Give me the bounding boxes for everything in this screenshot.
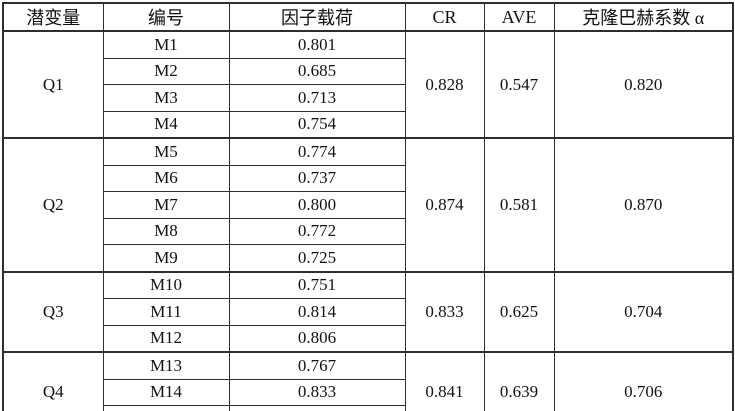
cronbach-alpha-cell: 0.706 xyxy=(553,351,734,411)
latent-variable-cell: Q4 xyxy=(2,351,104,411)
item-id-cell: M8 xyxy=(102,217,230,245)
item-id-cell: M15 xyxy=(102,405,230,411)
factor-loading-cell: 0.774 xyxy=(228,137,406,166)
cronbach-alpha-cell: 0.704 xyxy=(553,270,734,353)
ave-cell: 0.547 xyxy=(483,30,555,139)
table-row: M15 0.797 xyxy=(3,405,733,411)
item-id-cell: M12 xyxy=(102,324,230,353)
table-row: Q3 M10 0.751 0.833 0.625 0.704 xyxy=(2,270,734,353)
ave-cell: 0.625 xyxy=(483,270,555,353)
ave-cell: 0.581 xyxy=(483,137,555,272)
table-row: M8 0.772 xyxy=(3,217,733,245)
table-row: Q4 M13 0.767 0.841 0.639 0.706 xyxy=(2,351,734,411)
factor-loading-cell: 0.806 xyxy=(228,324,406,353)
header-cell-cronbach-alpha: 克隆巴赫系数 α xyxy=(553,2,734,32)
header-cell-factor-loading: 因子载荷 xyxy=(228,2,406,32)
factor-loading-cell: 0.685 xyxy=(228,57,406,85)
header-cell-cr: CR xyxy=(404,2,485,32)
header-cell-ave: AVE xyxy=(483,2,555,32)
table-row: M9 0.725 xyxy=(3,244,733,272)
latent-variable-cell: Q2 xyxy=(2,137,104,272)
table-row: M2 0.685 xyxy=(3,57,733,85)
factor-loading-cell: 0.725 xyxy=(228,244,406,272)
factor-loading-cell: 0.801 xyxy=(228,30,406,59)
factor-loading-cell: 0.772 xyxy=(228,217,406,245)
table-row: M11 0.814 xyxy=(3,298,733,326)
ave-cell: 0.639 xyxy=(483,351,555,411)
item-id-cell: M10 xyxy=(102,270,230,299)
cronbach-alpha-cell: 0.870 xyxy=(553,137,734,272)
item-id-cell: M6 xyxy=(102,164,230,192)
table-header: 潜变量 编号 因子载荷 CR AVE 克隆巴赫系数 α xyxy=(2,2,734,32)
cr-cell: 0.828 xyxy=(404,30,485,139)
cr-cell: 0.833 xyxy=(404,270,485,353)
table-row: Q1 M1 0.801 0.828 0.547 0.820 xyxy=(2,30,734,139)
header-cell-latent-variable: 潜变量 xyxy=(2,2,104,32)
cr-cell: 0.874 xyxy=(404,137,485,272)
factor-loading-cell: 0.833 xyxy=(228,378,406,406)
item-id-cell: M4 xyxy=(102,110,230,139)
item-id-cell: M11 xyxy=(102,298,230,326)
table-row: M6 0.737 xyxy=(3,164,733,192)
factor-loading-cell: 0.713 xyxy=(228,84,406,112)
factor-loading-cell: 0.797 xyxy=(228,405,406,411)
factor-loading-cell: 0.767 xyxy=(228,351,406,380)
item-id-cell: M14 xyxy=(102,378,230,406)
latent-variable-cell: Q1 xyxy=(2,30,104,139)
table-row: M7 0.800 xyxy=(3,191,733,219)
factor-loading-cell: 0.754 xyxy=(228,110,406,139)
item-id-cell: M7 xyxy=(102,191,230,219)
item-id-cell: M2 xyxy=(102,57,230,85)
table-row: M14 0.833 xyxy=(3,378,733,406)
item-id-cell: M13 xyxy=(102,351,230,380)
item-id-cell: M5 xyxy=(102,137,230,166)
header-row: 潜变量 编号 因子载荷 CR AVE 克隆巴赫系数 α xyxy=(2,2,734,32)
cr-cell: 0.841 xyxy=(404,351,485,411)
latent-variable-cell: Q3 xyxy=(2,270,104,353)
factor-loading-cell: 0.737 xyxy=(228,164,406,192)
item-id-cell: M9 xyxy=(102,244,230,272)
header-cell-item-id: 编号 xyxy=(102,2,230,32)
cronbach-alpha-cell: 0.820 xyxy=(553,30,734,139)
item-id-cell: M1 xyxy=(102,30,230,59)
factor-loading-cell: 0.751 xyxy=(228,270,406,299)
factor-loading-cell: 0.814 xyxy=(228,298,406,326)
item-id-cell: M3 xyxy=(102,84,230,112)
table-row: Q2 M5 0.774 0.874 0.581 0.870 xyxy=(2,137,734,272)
table-row: M4 0.754 xyxy=(3,110,733,139)
factor-loading-cell: 0.800 xyxy=(228,191,406,219)
table-body: Q1 M1 0.801 0.828 0.547 0.820 M2 0.685 M… xyxy=(2,30,734,411)
